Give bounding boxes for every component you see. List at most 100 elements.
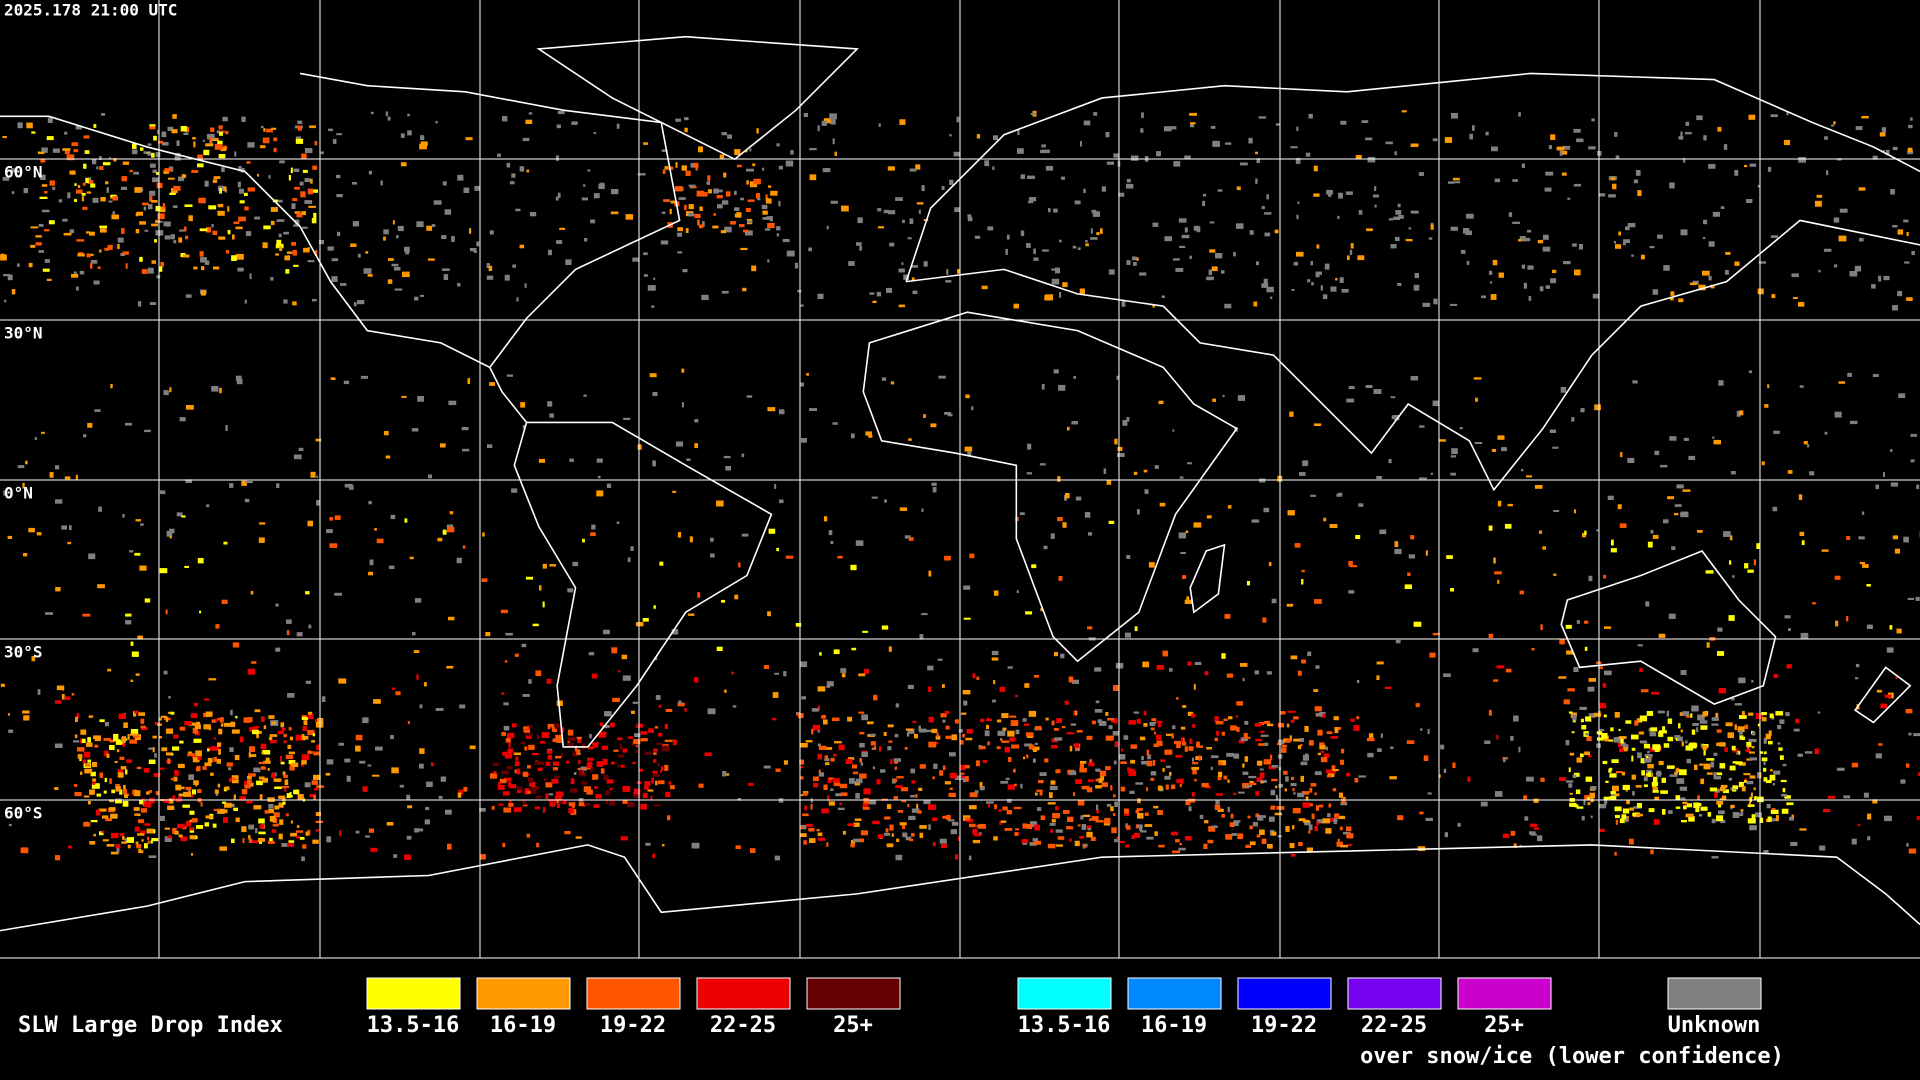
cloud-pixel bbox=[1568, 711, 1573, 714]
cloud-pixel bbox=[1892, 305, 1898, 311]
cloud-pixel bbox=[654, 656, 658, 661]
cloud-pixel bbox=[246, 782, 254, 787]
legend-swatch-label: 16-19 bbox=[490, 1013, 556, 1038]
cloud-pixel bbox=[1051, 819, 1056, 823]
cloud-pixel bbox=[677, 702, 685, 707]
cloud-pixel bbox=[612, 697, 620, 702]
cloud-pixel bbox=[853, 822, 860, 827]
cloud-pixel bbox=[1159, 502, 1166, 507]
cloud-pixel bbox=[174, 830, 179, 835]
cloud-pixel bbox=[1621, 771, 1626, 776]
cloud-pixel bbox=[1590, 796, 1594, 803]
cloud-pixel bbox=[1087, 828, 1092, 831]
cloud-pixel bbox=[772, 692, 779, 698]
cloud-pixel bbox=[1770, 114, 1778, 118]
cloud-pixel bbox=[1561, 172, 1567, 176]
cloud-pixel bbox=[181, 174, 187, 178]
cloud-pixel bbox=[1859, 561, 1865, 565]
cloud-pixel bbox=[1569, 802, 1577, 807]
cloud-pixel bbox=[674, 186, 683, 192]
cloud-pixel bbox=[665, 791, 671, 798]
cloud-pixel bbox=[609, 800, 615, 803]
cloud-pixel bbox=[531, 786, 540, 790]
cloud-pixel bbox=[1763, 738, 1766, 744]
cloud-pixel bbox=[40, 174, 46, 180]
cloud-pixel bbox=[311, 299, 317, 302]
cloud-pixel bbox=[1258, 116, 1267, 119]
cloud-pixel bbox=[181, 515, 186, 518]
cloud-pixel bbox=[102, 839, 109, 842]
cloud-pixel bbox=[261, 751, 264, 754]
latitude-label: 60°N bbox=[4, 163, 43, 182]
cloud-pixel bbox=[448, 616, 455, 621]
cloud-pixel bbox=[521, 643, 527, 648]
cloud-pixel bbox=[1007, 798, 1012, 803]
cloud-pixel bbox=[1384, 686, 1392, 689]
cloud-pixel bbox=[1615, 819, 1618, 825]
cloud-pixel bbox=[1430, 472, 1433, 475]
cloud-pixel bbox=[1773, 430, 1780, 434]
cloud-pixel bbox=[968, 805, 977, 810]
cloud-pixel bbox=[229, 747, 234, 752]
cloud-pixel bbox=[1076, 730, 1083, 733]
cloud-pixel bbox=[677, 251, 683, 254]
cloud-pixel bbox=[84, 150, 90, 154]
cloud-pixel bbox=[1126, 417, 1130, 422]
cloud-pixel bbox=[307, 188, 314, 195]
cloud-pixel bbox=[279, 819, 284, 825]
cloud-pixel bbox=[661, 745, 670, 752]
cloud-pixel bbox=[143, 768, 150, 773]
cloud-pixel bbox=[197, 163, 204, 168]
cloud-pixel bbox=[177, 823, 185, 829]
greenland bbox=[536, 35, 859, 161]
cloud-pixel bbox=[135, 229, 140, 234]
cloud-pixel bbox=[1717, 127, 1722, 132]
cloud-pixel bbox=[1732, 575, 1735, 578]
cloud-pixel bbox=[99, 831, 104, 836]
cloud-pixel bbox=[469, 228, 472, 234]
cloud-pixel bbox=[1164, 775, 1171, 780]
cloud-pixel bbox=[239, 188, 244, 194]
cloud-pixel bbox=[1719, 742, 1726, 747]
cloud-pixel bbox=[140, 523, 144, 526]
cloud-pixel bbox=[507, 748, 514, 754]
cloud-pixel bbox=[534, 760, 542, 765]
cloud-pixel bbox=[643, 142, 649, 145]
cloud-pixel bbox=[1548, 145, 1552, 150]
cloud-pixel bbox=[55, 499, 63, 504]
cloud-pixel bbox=[584, 238, 588, 242]
cloud-pixel bbox=[71, 142, 79, 147]
cloud-pixel bbox=[405, 251, 410, 255]
cloud-pixel bbox=[575, 836, 582, 839]
cloud-pixel bbox=[437, 537, 443, 542]
cloud-pixel bbox=[144, 823, 151, 826]
cloud-pixel bbox=[1096, 804, 1099, 811]
cloud-pixel bbox=[344, 483, 353, 488]
cloud-pixel bbox=[694, 419, 699, 423]
cloud-pixel bbox=[1653, 819, 1660, 825]
cloud-pixel bbox=[707, 708, 716, 715]
cloud-pixel bbox=[1580, 408, 1585, 413]
cloud-pixel bbox=[1601, 733, 1608, 739]
cloud-pixel bbox=[1184, 155, 1191, 160]
cloud-pixel bbox=[1289, 735, 1292, 742]
cloud-pixel bbox=[300, 191, 306, 198]
cloud-pixel bbox=[1077, 799, 1085, 806]
cloud-pixel bbox=[1341, 289, 1349, 293]
cloud-pixel bbox=[104, 777, 108, 783]
cloud-pixel bbox=[80, 738, 84, 744]
cloud-pixel bbox=[409, 556, 414, 560]
cloud-pixel bbox=[1780, 779, 1787, 783]
cloud-pixel bbox=[1694, 764, 1698, 770]
cloud-pixel bbox=[462, 448, 470, 452]
cloud-pixel bbox=[288, 751, 295, 755]
cloud-pixel bbox=[1644, 758, 1652, 763]
cloud-pixel bbox=[179, 417, 186, 422]
cloud-pixel bbox=[1584, 751, 1590, 756]
cloud-pixel bbox=[1748, 114, 1756, 120]
cloud-pixel bbox=[430, 762, 434, 767]
cloud-pixel bbox=[528, 744, 535, 750]
cloud-pixel bbox=[817, 743, 821, 747]
cloud-pixel bbox=[160, 206, 166, 213]
cloud-pixel bbox=[751, 265, 757, 272]
